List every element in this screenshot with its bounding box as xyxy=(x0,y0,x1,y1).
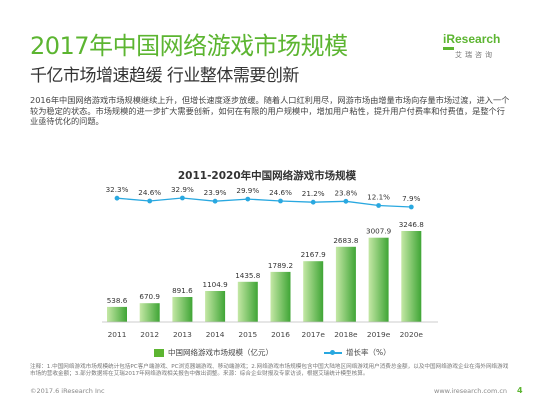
bar-value-label: 538.6 xyxy=(107,296,128,305)
website-link[interactable]: www.iresearch.com.cn xyxy=(434,387,508,395)
bar-2015 xyxy=(237,281,258,322)
bar-2013 xyxy=(172,297,193,322)
bar-2012 xyxy=(139,303,160,322)
growth-point-2015 xyxy=(245,196,251,202)
chart-legend: 中国网络游戏市场规模（亿元） 增长率（%） xyxy=(0,346,535,360)
x-tick-label: 2019e xyxy=(367,330,391,339)
bar-2017e xyxy=(303,261,324,322)
logo-wordmark: iResearch xyxy=(443,32,501,46)
growth-rate-label: 29.9% xyxy=(236,186,259,195)
growth-rate-label: 12.1% xyxy=(367,193,390,202)
page-title: 2017年中国网络游戏市场规模 xyxy=(30,32,348,60)
x-tick-label: 2016 xyxy=(271,330,290,339)
x-tick-label: 2013 xyxy=(173,330,192,339)
bar-value-label: 2683.8 xyxy=(333,236,359,245)
copyright: ©2017.6 iResearch Inc xyxy=(30,387,105,395)
bar-value-label: 1104.9 xyxy=(203,280,229,289)
x-tick-label: 2012 xyxy=(140,330,159,339)
x-tick-label: 2011 xyxy=(108,330,127,339)
growth-rate-label: 7.9% xyxy=(402,194,420,203)
iresearch-logo: iResearch 艾瑞咨询 xyxy=(443,32,527,66)
growth-rate-label: 21.2% xyxy=(302,189,325,198)
growth-rate-label: 23.9% xyxy=(204,188,227,197)
footnote: 注释：1.中国网络游戏市场规模统计包括PC客户端游戏、PC浏览器端游戏、移动端游… xyxy=(30,364,509,377)
growth-rate-line xyxy=(116,197,412,208)
bar-2011 xyxy=(107,306,127,322)
bar-2016 xyxy=(270,271,291,322)
bar-value-label: 891.6 xyxy=(172,286,193,295)
bar-2014 xyxy=(205,291,226,322)
x-tick-label: 2020e xyxy=(400,330,424,339)
x-tick-label: 2014 xyxy=(206,330,225,339)
bar-value-label: 670.9 xyxy=(139,292,160,301)
chart-title: 2011-2020年中国网络游戏市场规模 xyxy=(178,169,357,182)
growth-point-2014 xyxy=(212,198,218,204)
growth-point-2013 xyxy=(180,195,185,201)
x-axis-labels: 2011 2012 2013 2014 2015 2016 2017e 2018e 2019e 2… xyxy=(108,330,424,339)
growth-point-2016 xyxy=(278,198,283,204)
growth-rate-label: 32.9% xyxy=(171,185,194,194)
growth-rate-label: 23.8% xyxy=(334,188,357,197)
growth-rate-label: 24.6% xyxy=(138,188,161,197)
growth-point-2018e xyxy=(343,198,349,204)
growth-line-layer: 32.3% 24.6% 32.9% 23.9% 29.9% 24.6% 21.2% 23.8%… xyxy=(106,185,421,210)
bar-value-label: 1435.8 xyxy=(235,271,261,280)
legend-item-market-size: 中国网络游戏市场规模（亿元） xyxy=(154,347,273,358)
growth-rate-label: 24.6% xyxy=(269,188,292,197)
bar-value-label: 1789.2 xyxy=(268,261,293,270)
intro-paragraph: 2016年中国网络游戏市场规模继续上升，但增长速度逐步放缓。随着人口红利用尽，网… xyxy=(30,95,510,126)
x-tick-label: 2018e xyxy=(334,330,358,339)
growth-point-2011 xyxy=(114,195,120,201)
x-tick-label: 2015 xyxy=(238,330,257,339)
growth-point-2017e xyxy=(310,199,316,205)
growth-point-2012 xyxy=(147,198,153,204)
bar-value-label: 3007.9 xyxy=(366,227,392,236)
growth-point-2020e xyxy=(408,204,414,210)
x-tick-label: 2017e xyxy=(302,330,326,339)
bar-value-label: 2167.9 xyxy=(301,250,327,259)
bar-2019e xyxy=(368,237,389,322)
page-number: 4 xyxy=(517,386,523,395)
logo-subtitle: 艾瑞咨询 xyxy=(455,51,495,59)
legend-item-growth-rate: 增长率（%） xyxy=(324,347,391,358)
legend-label-growth-rate: 增长率（%） xyxy=(346,348,391,357)
page-subtitle: 千亿市场增速趋缓 行业整体需要创新 xyxy=(30,66,299,86)
logo-accent-bar xyxy=(443,47,454,50)
growth-rate-label: 32.3% xyxy=(106,185,129,194)
legend-line-swatch xyxy=(324,349,342,357)
bar-2020e xyxy=(401,231,422,322)
legend-bar-swatch xyxy=(154,348,164,357)
bars-layer: 538.6 670.9 891.6 1104.9 1435.8 1789.2 2167.9 2… xyxy=(107,220,425,322)
legend-label-market-size: 中国网络游戏市场规模（亿元） xyxy=(168,348,273,357)
bar-2018e xyxy=(335,246,356,322)
bar-value-label: 3246.8 xyxy=(399,220,425,229)
growth-point-2019e xyxy=(376,203,381,208)
